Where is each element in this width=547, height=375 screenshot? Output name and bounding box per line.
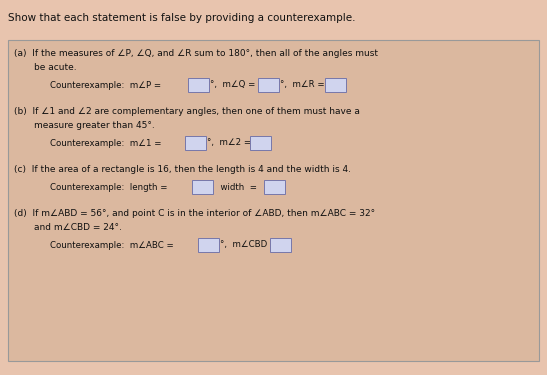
FancyBboxPatch shape bbox=[270, 238, 290, 252]
Text: and m∠CBD = 24°.: and m∠CBD = 24°. bbox=[34, 223, 122, 232]
Text: (d)  If m∠ABD = 56°, and point C is in the interior of ∠ABD, then m∠ABC = 32°: (d) If m∠ABD = 56°, and point C is in th… bbox=[14, 209, 375, 218]
Text: Counterexample:  m∠P =: Counterexample: m∠P = bbox=[50, 81, 161, 90]
Text: width  =: width = bbox=[215, 183, 257, 192]
FancyBboxPatch shape bbox=[324, 78, 346, 92]
Text: Counterexample:  m∠1 =: Counterexample: m∠1 = bbox=[50, 138, 161, 147]
Text: measure greater than 45°.: measure greater than 45°. bbox=[34, 121, 155, 130]
FancyBboxPatch shape bbox=[197, 238, 218, 252]
FancyBboxPatch shape bbox=[188, 78, 208, 92]
Text: °,  m∠2 =: °, m∠2 = bbox=[207, 138, 251, 147]
FancyBboxPatch shape bbox=[258, 78, 278, 92]
Text: Counterexample:  length =: Counterexample: length = bbox=[50, 183, 167, 192]
Text: (c)  If the area of a rectangle is 16, then the length is 4 and the width is 4.: (c) If the area of a rectangle is 16, th… bbox=[14, 165, 351, 174]
Text: be acute.: be acute. bbox=[34, 63, 77, 72]
Text: °,  m∠CBD =: °, m∠CBD = bbox=[220, 240, 277, 249]
FancyBboxPatch shape bbox=[8, 40, 539, 361]
FancyBboxPatch shape bbox=[264, 180, 284, 194]
FancyBboxPatch shape bbox=[249, 136, 271, 150]
Text: (a)  If the measures of ∠P, ∠Q, and ∠R sum to 180°, then all of the angles must: (a) If the measures of ∠P, ∠Q, and ∠R su… bbox=[14, 49, 378, 58]
Text: °,  m∠R =: °, m∠R = bbox=[280, 81, 324, 90]
Text: °,  m∠Q =: °, m∠Q = bbox=[210, 81, 255, 90]
FancyBboxPatch shape bbox=[184, 136, 206, 150]
Text: (b)  If ∠1 and ∠2 are complementary angles, then one of them must have a: (b) If ∠1 and ∠2 are complementary angle… bbox=[14, 107, 360, 116]
Text: Show that each statement is false by providing a counterexample.: Show that each statement is false by pro… bbox=[8, 13, 356, 23]
FancyBboxPatch shape bbox=[191, 180, 212, 194]
Text: Counterexample:  m∠ABC =: Counterexample: m∠ABC = bbox=[50, 240, 174, 249]
